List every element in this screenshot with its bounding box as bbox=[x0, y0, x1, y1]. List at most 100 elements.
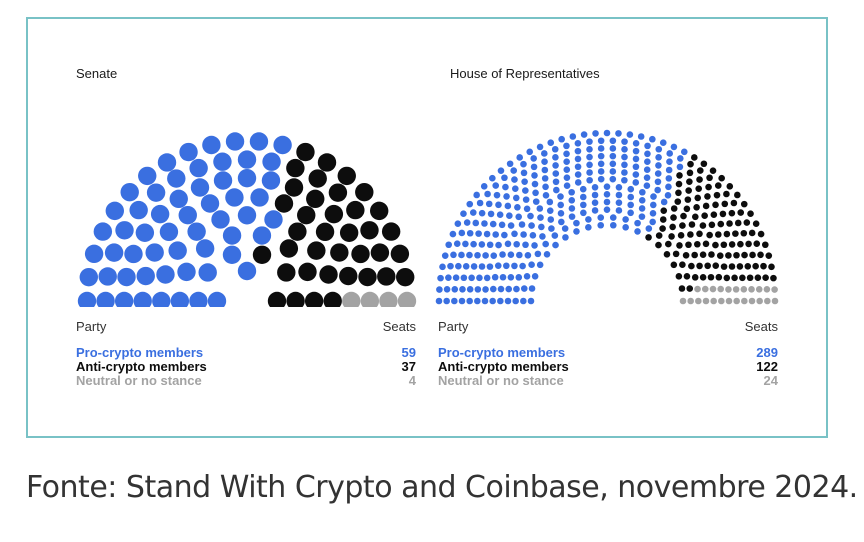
house-seat-pro bbox=[597, 160, 605, 168]
house-seat-pro bbox=[621, 161, 628, 169]
senate-seat-pro bbox=[115, 221, 134, 240]
house-seat-pro bbox=[609, 214, 617, 221]
house-seat-pro bbox=[483, 274, 491, 282]
house-pro-label: Pro-crypto members bbox=[438, 345, 566, 360]
house-seat-pro bbox=[483, 230, 491, 238]
senate-seat-anti bbox=[274, 194, 294, 213]
house-seat-pro bbox=[563, 150, 570, 158]
house-seat-pro bbox=[561, 225, 569, 232]
house-seat-pro bbox=[528, 222, 535, 229]
house-seat-pro bbox=[649, 135, 656, 143]
house-seat-pro bbox=[499, 251, 506, 258]
house-seat-pro bbox=[621, 138, 628, 145]
house-seat-anti bbox=[749, 251, 756, 259]
house-seat-anti bbox=[702, 240, 710, 248]
house-seat-pro bbox=[498, 221, 506, 229]
house-seat-pro bbox=[597, 221, 605, 229]
house-seat-anti bbox=[660, 207, 668, 214]
house-seat-pro bbox=[655, 154, 662, 161]
house-seat-pro bbox=[563, 142, 570, 150]
house-seat-pro bbox=[507, 274, 515, 281]
house-seat-pro bbox=[597, 168, 605, 175]
house-seat-pro bbox=[615, 191, 623, 199]
house-seat-pro bbox=[621, 176, 628, 184]
house-seat-neutral bbox=[763, 286, 771, 293]
house-seat-anti bbox=[659, 216, 667, 223]
house-seat-anti bbox=[668, 233, 675, 240]
house-seat-pro bbox=[449, 230, 457, 238]
house-seat-anti bbox=[734, 219, 742, 227]
house-seat-anti bbox=[737, 209, 745, 216]
house-seat-pro bbox=[591, 183, 599, 191]
house-seat-anti bbox=[726, 220, 733, 227]
senate-seat-anti bbox=[279, 239, 299, 258]
senate-seat-pro bbox=[136, 266, 155, 286]
house-seat-pro bbox=[670, 143, 678, 151]
house-seat-anti bbox=[670, 261, 678, 269]
house-seat-anti bbox=[719, 210, 727, 218]
house-seat-pro bbox=[468, 274, 475, 282]
house-seat-anti bbox=[712, 201, 719, 209]
senate-seat-pro bbox=[237, 150, 257, 169]
house-seat-pro bbox=[512, 185, 519, 192]
house-seat-anti bbox=[645, 234, 652, 241]
house-seat-pro bbox=[504, 297, 512, 305]
house-seat-pro bbox=[527, 297, 535, 305]
house-seat-pro bbox=[634, 228, 641, 235]
house-seat-neutral bbox=[748, 297, 756, 305]
house-seat-pro bbox=[563, 166, 571, 173]
house-seat-pro bbox=[496, 211, 504, 219]
house-seat-anti bbox=[736, 263, 744, 270]
house-seat-pro bbox=[563, 174, 571, 181]
house-seat-neutral bbox=[701, 285, 709, 293]
house-seat-pro bbox=[497, 167, 505, 174]
house-seat-anti bbox=[708, 251, 715, 258]
house-seat-anti bbox=[757, 251, 764, 259]
house-seat-pro bbox=[541, 158, 548, 165]
house-seat-pro bbox=[563, 158, 570, 166]
house-seat-pro bbox=[547, 216, 555, 223]
house-seat-pro bbox=[478, 209, 486, 217]
house-seat-pro bbox=[541, 175, 549, 182]
senate-seat-anti bbox=[267, 291, 287, 307]
house-seat-pro bbox=[492, 231, 499, 238]
house-seat-pro bbox=[621, 153, 628, 161]
house-seat-pro bbox=[654, 178, 662, 186]
house-seat-pro bbox=[537, 214, 544, 221]
house-seat-pro bbox=[490, 252, 498, 259]
house-seat-pro bbox=[460, 274, 468, 282]
house-seat-anti bbox=[715, 231, 722, 238]
house-seat-pro bbox=[632, 163, 640, 171]
house-seat-anti bbox=[710, 211, 718, 219]
senate-seat-neutral bbox=[360, 291, 380, 307]
senate-seat-pro bbox=[170, 291, 190, 307]
house-seat-neutral bbox=[756, 297, 763, 305]
senate-seat-pro bbox=[145, 243, 164, 262]
house-seat-anti bbox=[723, 230, 731, 238]
senate-seat-pro bbox=[105, 201, 124, 221]
house-seat-pro bbox=[665, 166, 673, 174]
house-seat-pro bbox=[511, 230, 518, 238]
house-seat-pro bbox=[505, 285, 513, 293]
senate-seat-pro bbox=[138, 166, 157, 186]
house-seat-pro bbox=[552, 162, 559, 169]
house-seats-header: Seats bbox=[744, 319, 778, 334]
house-seat-pro bbox=[603, 206, 611, 213]
senate-seat-pro bbox=[211, 210, 230, 229]
house-seat-pro bbox=[523, 273, 531, 280]
house-seat-pro bbox=[459, 286, 466, 293]
house-seat-pro bbox=[472, 219, 480, 227]
house-seat-neutral bbox=[732, 286, 740, 293]
senate-seat-pro bbox=[79, 267, 98, 287]
house-seat-neutral bbox=[748, 286, 755, 293]
house-seat-pro bbox=[527, 212, 534, 220]
senate-legend-neutral: Neutral or no stance 4 bbox=[76, 374, 416, 388]
house-seat-pro bbox=[502, 183, 509, 191]
house-seat-pro bbox=[492, 182, 500, 189]
house-seat-pro bbox=[501, 231, 508, 239]
house-seat-pro bbox=[579, 185, 587, 193]
senate-seat-pro bbox=[225, 132, 245, 151]
house-seat-pro bbox=[643, 174, 651, 181]
house-seat-pro bbox=[639, 188, 646, 196]
house-seat-neutral bbox=[741, 297, 748, 305]
